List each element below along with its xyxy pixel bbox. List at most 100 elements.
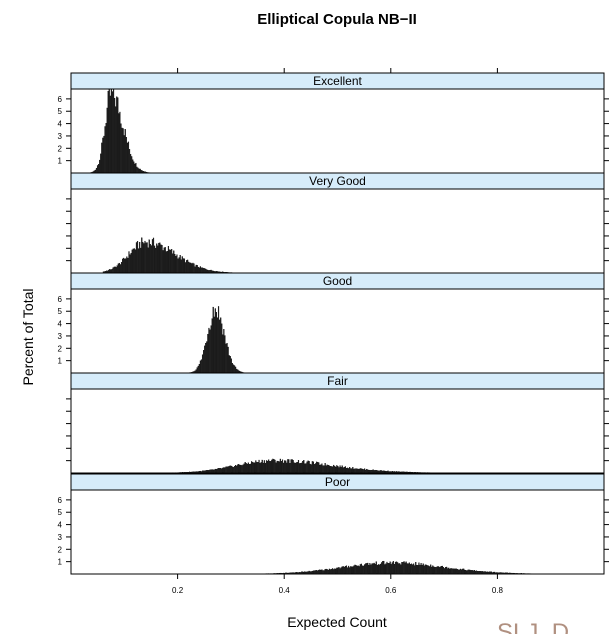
histogram-bar xyxy=(226,466,228,474)
histogram-bar xyxy=(352,466,354,474)
histogram-bar xyxy=(316,570,318,575)
histogram-bar xyxy=(203,470,205,474)
histogram-bar xyxy=(300,463,302,474)
histogram-bar xyxy=(251,461,253,474)
histogram-bar xyxy=(116,265,118,274)
histogram-bar xyxy=(354,564,356,575)
histogram-bar xyxy=(132,159,134,174)
histogram-bar xyxy=(159,242,161,274)
histogram-bar xyxy=(329,466,332,474)
histogram-bar xyxy=(389,471,391,474)
histogram-bar xyxy=(109,95,111,174)
histogram-bar xyxy=(181,472,183,474)
histogram-bar xyxy=(206,341,208,374)
histogram-bar xyxy=(290,459,292,474)
histogram-bar xyxy=(291,572,293,575)
histogram-bar xyxy=(266,460,269,474)
panel-frame xyxy=(70,388,605,474)
histogram-bar xyxy=(205,470,207,474)
histogram-bar xyxy=(372,469,374,474)
histogram-bar xyxy=(304,463,306,474)
histogram-bar xyxy=(496,572,498,575)
histogram-bar xyxy=(101,142,103,174)
histogram-bar xyxy=(488,571,490,575)
histogram-bar xyxy=(178,257,180,274)
histogram-bar xyxy=(475,570,478,575)
histogram-bar xyxy=(358,468,360,474)
histogram-bar xyxy=(235,465,237,474)
histogram-bar xyxy=(408,562,410,575)
histogram-bar xyxy=(513,572,515,575)
histogram-bar xyxy=(284,460,286,474)
histogram-bar xyxy=(169,249,172,274)
histogram-bar xyxy=(307,571,309,575)
histogram-bar xyxy=(310,464,312,474)
histogram-bar xyxy=(374,563,376,575)
histogram-bar xyxy=(99,159,101,174)
histogram-bar xyxy=(256,462,258,474)
histogram-bar xyxy=(422,563,424,575)
histogram-bar xyxy=(448,567,450,575)
panel-poor: Poor 1 2 3 4 5 6 xyxy=(58,473,609,575)
histogram-bar xyxy=(176,254,178,274)
histogram-bar xyxy=(512,572,514,575)
histogram-bar xyxy=(217,306,220,374)
histogram-bar xyxy=(198,471,200,474)
histogram-bar xyxy=(201,267,204,274)
histogram-bar xyxy=(324,569,326,575)
histogram-bar xyxy=(207,333,209,374)
histogram-bar xyxy=(278,573,280,575)
histogram-bar xyxy=(400,471,402,474)
histogram-bar xyxy=(386,561,388,575)
histogram-bar xyxy=(213,469,215,474)
histogram-bar xyxy=(131,249,133,274)
histogram-bar xyxy=(135,242,138,274)
y-tick-label: 6 xyxy=(58,295,63,304)
histogram-bar xyxy=(382,470,384,474)
histogram-bar xyxy=(353,468,355,474)
histogram-bar xyxy=(120,262,123,274)
histogram-bar xyxy=(132,248,134,274)
histogram-bar xyxy=(372,563,374,575)
histogram-bar xyxy=(342,467,344,474)
histogram-bar xyxy=(243,463,245,474)
histogram-bar xyxy=(416,565,418,575)
histogram-bar xyxy=(392,561,394,575)
strip-label: Very Good xyxy=(309,174,366,188)
histogram-bar xyxy=(296,462,299,474)
histogram-bar xyxy=(194,266,196,274)
histogram-bar xyxy=(288,459,290,474)
histogram-bar xyxy=(127,257,129,274)
histogram-bar xyxy=(511,572,513,575)
histogram-bar xyxy=(274,459,276,474)
histogram-bar xyxy=(258,459,260,474)
histogram-bar xyxy=(360,468,362,474)
histogram-bar xyxy=(456,568,458,575)
histogram-bar xyxy=(293,462,295,474)
histogram-bar xyxy=(228,466,230,474)
histogram-bar xyxy=(191,263,193,274)
histogram-bar xyxy=(147,247,149,274)
histogram-bar xyxy=(196,265,198,274)
histogram-bar xyxy=(180,259,182,274)
histogram-bar xyxy=(357,468,359,474)
histogram-bar xyxy=(239,464,241,474)
histogram-bar xyxy=(480,571,482,575)
histogram-bar xyxy=(231,466,233,474)
histogram-bar xyxy=(354,468,356,474)
histogram-bar xyxy=(167,246,170,274)
y-tick-label: 6 xyxy=(58,496,63,505)
histogram-bar xyxy=(137,167,139,174)
histogram-bar xyxy=(419,564,421,575)
histogram-bar xyxy=(281,573,284,575)
histogram-bar xyxy=(346,467,349,474)
histogram-bar xyxy=(190,471,192,474)
histogram-bar xyxy=(498,572,500,575)
histogram-bar xyxy=(200,471,203,474)
histogram-bar xyxy=(340,567,342,575)
histogram-bar xyxy=(326,569,328,575)
histogram-bar xyxy=(407,563,409,575)
panel-frame xyxy=(70,489,605,575)
histogram-bar xyxy=(155,247,157,274)
histogram-bar xyxy=(157,245,159,274)
